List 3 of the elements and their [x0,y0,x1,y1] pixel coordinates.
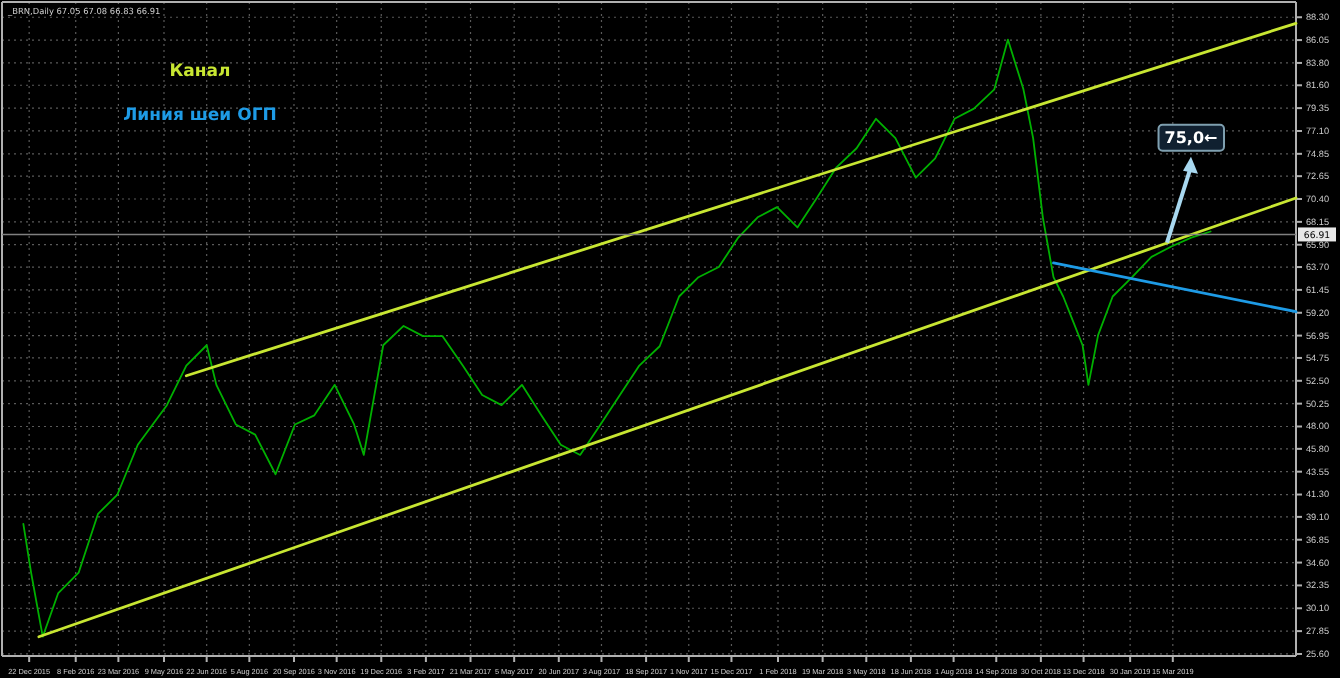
text: Линия шеи ОГП [123,106,277,126]
text: Канал [169,62,231,82]
annotation: 75,0← [1164,128,1219,147]
